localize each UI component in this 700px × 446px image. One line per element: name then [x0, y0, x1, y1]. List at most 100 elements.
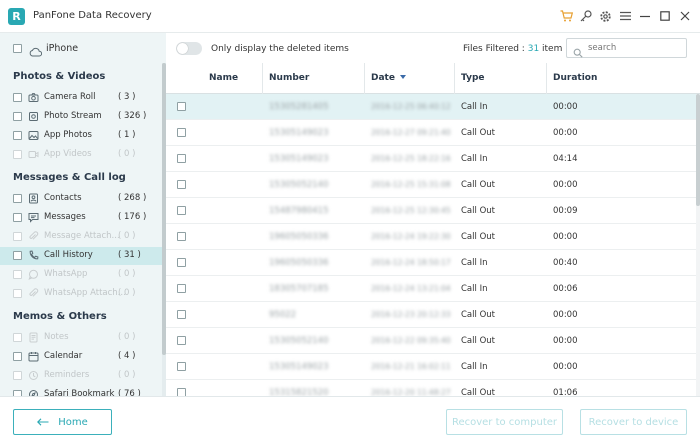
sidebar-scrollbar[interactable]	[162, 63, 166, 396]
column-header-name[interactable]: Name	[209, 73, 239, 83]
table-row[interactable]: 15305052140 2016-12-25 15:31:08 Call Out 00…	[166, 172, 696, 198]
table-row[interactable]: 15305149023 2016-12-27 09:21:40 Call Out 00…	[166, 120, 696, 146]
sidebar-scroll-thumb[interactable]	[162, 63, 166, 355]
sidebar-item-checkbox[interactable]	[13, 270, 22, 279]
table-row[interactable]: 15305149023 2016-12-25 18:22:16 Call In 04:…	[166, 146, 696, 172]
whatsapp-icon	[28, 269, 39, 280]
column-header-duration[interactable]: Duration	[553, 73, 598, 83]
table-row[interactable]: 15487980415 2016-12-25 12:30:45 Call Out 00…	[166, 198, 696, 224]
sidebar-item-checkbox[interactable]	[13, 150, 22, 159]
search-input[interactable]	[588, 41, 682, 55]
cell-number: 95022	[269, 310, 297, 320]
sidebar-item-contacts[interactable]: Contacts ( 268 )	[0, 190, 162, 208]
sidebar-item-count: ( 0 )	[118, 231, 136, 241]
cell-number: 15305149023	[269, 362, 329, 372]
sidebar-item-checkbox[interactable]	[13, 194, 22, 203]
logo-letter: R	[12, 10, 21, 23]
cell-type: Call Out	[461, 206, 495, 216]
sidebar-item-checkbox[interactable]	[13, 333, 22, 342]
table-scroll-thumb[interactable]	[696, 94, 700, 206]
device-row[interactable]: iPhone	[0, 33, 166, 63]
sidebar-item-checkbox[interactable]	[13, 251, 22, 260]
sidebar-item-checkbox[interactable]	[13, 289, 22, 298]
sidebar-item-label: Contacts	[44, 193, 82, 203]
sidebar-item-whatsapp-attach[interactable]: WhatsApp Attach...( 0 )	[0, 285, 162, 303]
table-row[interactable]: 19605050336 2016-12-24 18:50:17 Call In 00:…	[166, 250, 696, 276]
column-divider	[262, 63, 263, 94]
sidebar-item-camera-roll[interactable]: Camera Roll ( 3 )	[0, 89, 162, 107]
sidebar-item-calendar[interactable]: Calendar ( 4 )	[0, 348, 162, 366]
sidebar-item-checkbox[interactable]	[13, 390, 22, 396]
recover-to-computer-button[interactable]: Recover to computer	[446, 409, 563, 435]
deleted-only-toggle[interactable]	[176, 42, 202, 55]
row-checkbox[interactable]	[177, 310, 186, 319]
cart-icon[interactable]	[559, 9, 573, 23]
home-button[interactable]: Home	[13, 409, 112, 435]
calendar-icon	[28, 351, 39, 362]
row-checkbox[interactable]	[177, 336, 186, 345]
cell-duration: 00:06	[553, 284, 578, 294]
gear-icon[interactable]	[598, 9, 612, 23]
sidebar-item-checkbox[interactable]	[13, 131, 22, 140]
row-checkbox[interactable]	[177, 284, 186, 293]
sidebar-item-label: WhatsApp	[44, 269, 88, 279]
cell-type: Call In	[461, 154, 488, 164]
maximize-icon[interactable]	[658, 9, 672, 23]
sidebar-item-whatsapp[interactable]: WhatsApp ( 0 )	[0, 266, 162, 284]
sidebar-item-checkbox[interactable]	[13, 352, 22, 361]
minimize-icon[interactable]	[638, 9, 652, 23]
table-row[interactable]: 15305149023 2016-12-21 16:02:11 Call In 00:…	[166, 354, 696, 380]
sidebar-item-notes[interactable]: Notes ( 0 )	[0, 329, 162, 347]
row-checkbox[interactable]	[177, 102, 186, 111]
title-bar: R PanFone Data Recovery	[0, 0, 700, 33]
sidebar-item-app-photos[interactable]: App Photos ( 1 )	[0, 127, 162, 145]
sidebar-item-photo-stream[interactable]: Photo Stream ( 326 )	[0, 108, 162, 126]
row-checkbox[interactable]	[177, 388, 186, 396]
sidebar-item-call-history[interactable]: Call History ( 31 )	[0, 247, 162, 265]
sidebar-item-checkbox[interactable]	[13, 93, 22, 102]
app-title: PanFone Data Recovery	[33, 10, 152, 21]
cell-date: 2016-12-24 18:50:17	[371, 258, 451, 267]
key-icon[interactable]	[579, 9, 593, 23]
table-row[interactable]: 95022 2016-12-23 20:12:33 Call Out 00:00	[166, 302, 696, 328]
row-checkbox[interactable]	[177, 128, 186, 137]
contacts-icon	[28, 193, 39, 204]
column-header-date[interactable]: Date	[371, 63, 406, 94]
cell-date: 2016-12-27 09:21:40	[371, 128, 451, 137]
row-checkbox[interactable]	[177, 362, 186, 371]
app-logo: R	[8, 8, 25, 25]
column-header-number[interactable]: Number	[269, 73, 310, 83]
sidebar-item-count: ( 3 )	[118, 92, 136, 102]
search-box[interactable]	[566, 38, 687, 58]
sidebar-item-safari-bookmark[interactable]: Safari Bookmark( 76 )	[0, 386, 162, 396]
row-checkbox[interactable]	[177, 180, 186, 189]
table-row[interactable]: 19605050336 2016-12-24 19:22:30 Call Out 00…	[166, 224, 696, 250]
sidebar-item-checkbox[interactable]	[13, 371, 22, 380]
table-row[interactable]: 15305281405 2016-12-25 06:40:12 Call In 00:…	[166, 94, 696, 120]
sidebar-item-messages[interactable]: Messages ( 176 )	[0, 209, 162, 227]
sidebar-item-checkbox[interactable]	[13, 213, 22, 222]
cell-number: 15305149023	[269, 154, 329, 164]
menu-icon[interactable]	[618, 9, 632, 23]
table-row[interactable]: 15305052140 2016-12-22 09:35:40 Call Out 00…	[166, 328, 696, 354]
sidebar-item-reminders[interactable]: Reminders ( 0 )	[0, 367, 162, 385]
sidebar: Photos & Videos Camera Roll ( 3 ) Photo Str…	[0, 63, 166, 396]
recover-to-device-button[interactable]: Recover to device	[580, 409, 687, 435]
row-checkbox[interactable]	[177, 258, 186, 267]
attachment-icon	[28, 288, 39, 299]
row-checkbox[interactable]	[177, 154, 186, 163]
device-checkbox[interactable]	[13, 44, 22, 53]
sidebar-item-message-attach[interactable]: Message Attach...( 0 )	[0, 228, 162, 246]
table-scrollbar[interactable]	[696, 94, 700, 396]
close-icon[interactable]	[678, 9, 692, 23]
row-checkbox[interactable]	[177, 206, 186, 215]
table-row[interactable]: 15315821520 2016-12-20 11:48:27 Call Out 01…	[166, 380, 696, 396]
cell-date: 2016-12-22 09:35:40	[371, 336, 451, 345]
sidebar-item-checkbox[interactable]	[13, 232, 22, 241]
column-header-type[interactable]: Type	[461, 73, 485, 83]
sidebar-item-app-videos[interactable]: App Videos ( 0 )	[0, 146, 162, 164]
sidebar-item-checkbox[interactable]	[13, 112, 22, 121]
row-checkbox[interactable]	[177, 232, 186, 241]
table-row[interactable]: 18305707185 2016-12-24 13:21:04 Call In 00:…	[166, 276, 696, 302]
